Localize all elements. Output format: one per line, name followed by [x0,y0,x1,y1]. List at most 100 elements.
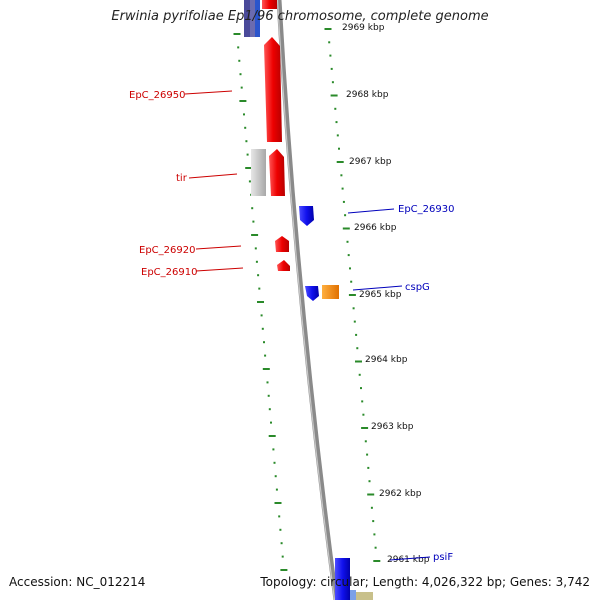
gene-label: EpC_26950 [129,90,185,101]
major-tick-dash [239,100,247,102]
minor-tick-dash [274,475,277,478]
major-tick-dash [330,94,338,97]
minor-tick-dash [270,421,272,424]
minor-tick-dash [331,81,334,84]
major-tick-dash [280,569,288,571]
gene-epc-26950 [264,37,282,142]
minor-tick-dash [251,207,254,210]
major-tick-dash [233,33,241,35]
minor-tick-dash [260,314,263,317]
tick-label: 2966 kbp [354,223,397,233]
gene-block-blue [255,0,260,37]
gene-label: EpC_26930 [398,204,454,215]
gene-block-white-top [262,9,277,36]
minor-tick-dash [328,41,331,44]
minor-tick-dash [239,73,242,76]
gene-block-red-top [262,0,277,9]
minor-tick-dash [361,400,364,403]
accession-text: Accession: NC_012214 [9,575,146,589]
minor-tick-dash [266,381,269,384]
gene-epc-26920 [275,236,289,252]
minor-tick-dash [334,107,337,110]
tick-label: 2963 kbp [371,422,414,432]
gene-tir [269,149,285,196]
minor-tick-dash [255,260,258,263]
tick-label: 2968 kbp [346,90,389,100]
gene-block-navy [244,0,250,37]
minor-tick-dash [358,373,361,376]
minor-tick-dash [237,46,240,49]
minor-tick-dash [374,546,377,549]
leader-line-cspg [352,285,403,291]
major-tick-dash [274,502,282,504]
minor-tick-dash [352,307,355,310]
tick-label: 2964 kbp [365,355,408,365]
minor-tick-dash [368,480,371,483]
minor-tick-dash [364,440,367,443]
minor-tick-dash [280,542,283,545]
tick-label: 2969 kbp [342,23,385,33]
gene-label: psiF [433,552,453,563]
page-title: Erwinia pyrifoliae Ep1/96 chromosome, co… [111,9,489,24]
gene-block-navy [250,0,255,37]
minor-tick-dash [257,274,260,277]
major-tick-dash [336,161,344,163]
minor-tick-dash [344,214,347,217]
gene-epc-26910 [277,260,290,271]
major-tick-dash [342,227,350,230]
gene-label: tir [176,173,188,184]
major-tick-dash [348,294,356,296]
gene-psif-lightblue [350,590,356,600]
minor-tick-dash [272,448,275,451]
major-tick-dash [367,493,375,496]
gene-epc-26930 [299,206,314,226]
gene-cspg [322,285,339,299]
leader-line-epc-26910 [195,267,244,272]
major-tick-dash [268,435,276,437]
gene-label: cspG [405,282,430,293]
minor-tick-dash [240,86,243,89]
minor-tick-dash [372,520,375,523]
minor-tick-dash [246,153,249,156]
minor-tick-dash [346,240,349,243]
minor-tick-dash [329,54,332,57]
minor-tick-dash [258,287,261,290]
major-tick-dash [257,301,264,303]
tick-label: 2961 kbp [387,555,430,565]
minor-tick-dash [360,387,362,390]
tick-label: 2967 kbp [349,157,392,167]
minor-tick-dash [367,466,370,469]
chromosome-backbone [276,0,339,600]
minor-tick-dash [263,341,265,344]
minor-tick-dash [245,140,248,143]
minor-tick-dash [279,528,282,531]
minor-tick-dash [243,113,245,116]
gene-blue-near-cspg [305,286,319,301]
leader-line-epc-26930 [347,208,395,214]
minor-tick-dash [261,327,264,330]
minor-tick-dash [238,59,241,62]
minor-tick-dash [335,121,338,124]
leader-line-epc-26950 [184,90,233,95]
minor-tick-dash [355,333,358,336]
minor-tick-dash [273,461,276,464]
minor-tick-dash [349,267,351,270]
minor-tick-dash [340,174,343,177]
leader-line-epc-26920 [195,245,242,250]
minor-tick-dash [330,67,333,70]
minor-tick-dash [336,134,339,137]
minor-tick-dash [338,147,340,150]
minor-tick-dash [347,254,350,257]
minor-tick-dash [267,394,270,397]
minor-tick-dash [350,280,353,283]
minor-tick-dash [356,347,359,350]
minor-tick-dash [370,506,373,509]
tick-label: 2965 kbp [359,290,402,300]
gene-tir-grey [251,149,266,196]
minor-tick-dash [268,408,271,411]
chromosome-backbone-highlight [276,0,336,600]
gene-label: EpC_26920 [139,245,195,256]
minor-tick-dash [362,413,365,416]
minor-tick-dash [248,180,251,183]
